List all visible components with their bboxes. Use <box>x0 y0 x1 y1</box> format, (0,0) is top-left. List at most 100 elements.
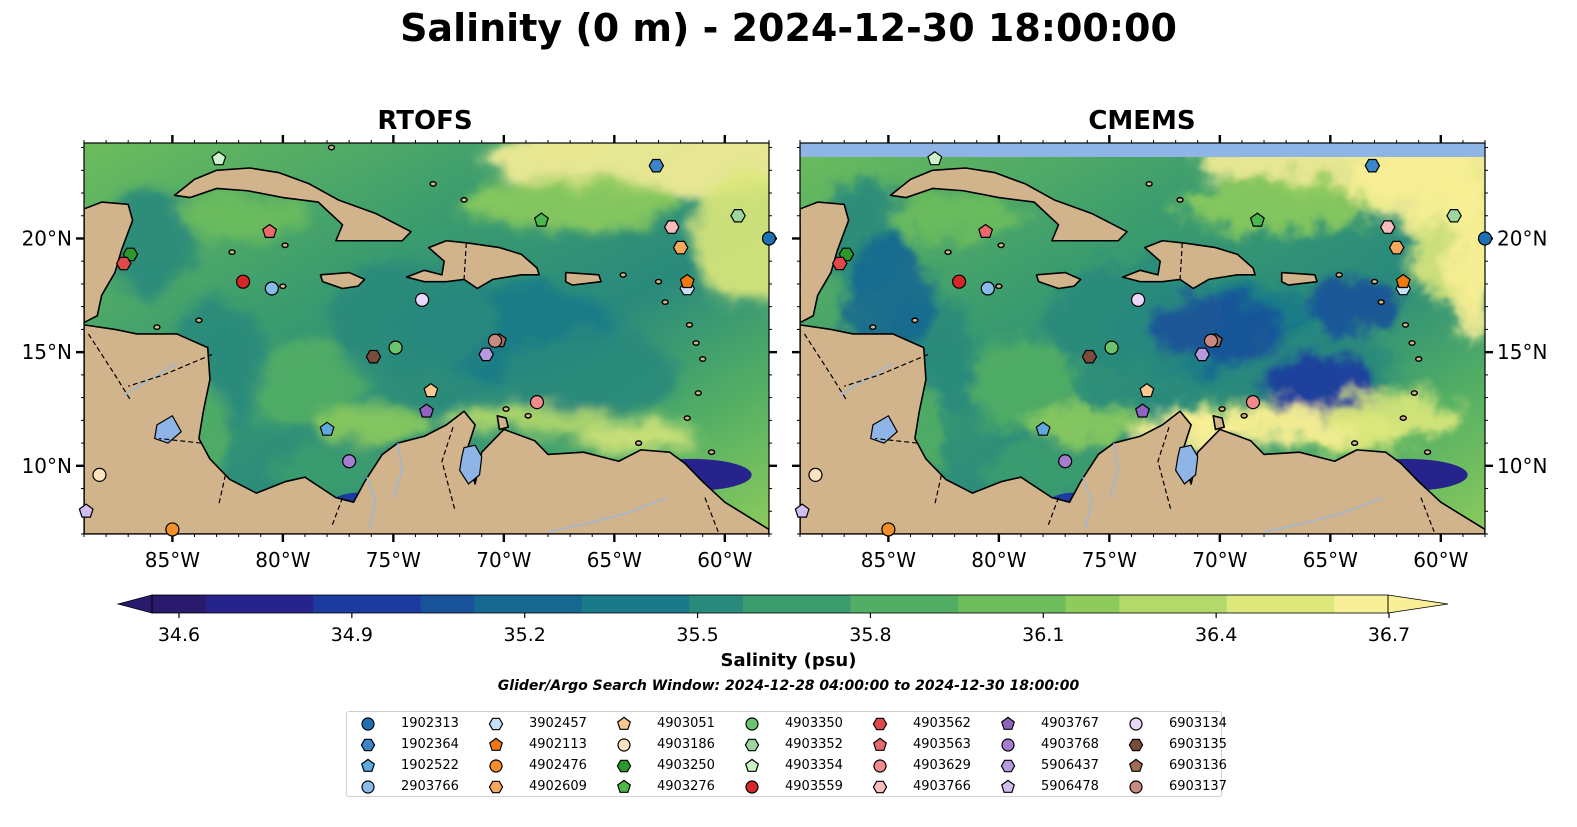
platform-marker-4903563 <box>262 223 278 238</box>
legend-label: 4902476 <box>529 758 587 773</box>
lat-tick-label: 15°N <box>22 340 72 364</box>
legend-marker-icon <box>616 759 632 773</box>
platform-marker-6903134 <box>414 292 430 307</box>
legend-marker-icon <box>1000 779 1016 793</box>
platform-marker-4903559 <box>235 274 251 289</box>
lon-tick-label: 75°W <box>1082 548 1137 572</box>
legend-marker-icon <box>873 759 887 773</box>
platform-marker-4902113 <box>679 273 695 289</box>
legend-label: 4902113 <box>529 737 587 752</box>
legend-marker-1902364 <box>360 738 376 752</box>
platform-marker-1902364 <box>648 158 665 173</box>
platform-marker-4902476 <box>881 522 896 537</box>
legend-label: 4903559 <box>785 779 843 794</box>
legend-marker-4903051 <box>616 716 632 730</box>
legend-marker-icon <box>361 717 375 731</box>
platform-marker-4903352 <box>1446 209 1462 223</box>
legend-marker-icon <box>360 738 376 752</box>
lon-tick-label: 75°W <box>366 548 421 572</box>
legend-label: 4903186 <box>657 737 715 752</box>
platform-marker-4902609 <box>672 240 689 255</box>
legend-marker-icon <box>488 717 504 731</box>
legend-marker-4903766 <box>872 780 888 794</box>
platform-marker-4902476 <box>165 522 180 537</box>
platform-marker-4903629 <box>529 395 545 410</box>
platform-marker-4903767 <box>418 403 435 418</box>
legend-marker-4903250 <box>616 759 632 773</box>
lat-tick-label: 15°N <box>1497 340 1547 364</box>
legend-marker-icon <box>1000 759 1016 773</box>
legend-marker-icon <box>745 780 759 794</box>
legend-label: 4903629 <box>913 758 971 773</box>
platform-marker-4902113 <box>1395 273 1411 289</box>
platform-marker-4903051 <box>423 382 439 398</box>
legend-marker-4903350 <box>745 717 759 731</box>
platform-marker-5906478 <box>78 503 94 518</box>
legend-label: 4903768 <box>1041 737 1099 752</box>
legend-marker-icon <box>361 780 375 794</box>
legend-label: 6903134 <box>1169 716 1227 731</box>
legend-label: 4902609 <box>529 779 587 794</box>
colorbar-step <box>1011 595 1067 613</box>
legend-marker-4902476 <box>489 759 503 773</box>
legend-label: 3902457 <box>529 716 587 731</box>
legend-marker-4903767 <box>1000 716 1016 730</box>
legend-marker-1902522 <box>360 758 376 772</box>
legend-marker-3902457 <box>488 717 504 731</box>
search-window-note: Glider/Argo Search Window: 2024-12-28 04… <box>497 678 1080 694</box>
legend-label: 4903563 <box>913 737 971 752</box>
lat-tick-label: 20°N <box>22 226 72 250</box>
legend-label: 1902313 <box>401 716 459 731</box>
platform-marker-4903766 <box>663 220 680 234</box>
lat-tick-label: 10°N <box>22 454 72 478</box>
legend-label: 4903051 <box>657 716 715 731</box>
legend-marker-6903136 <box>1128 758 1144 772</box>
colorbar-step <box>313 595 368 613</box>
map-panel-cmems: 85°W 80°W 75°W 70°W 65°W 60°W 10°N 15°N 20°N <box>792 135 1547 572</box>
legend-marker-icon <box>872 780 888 794</box>
colorbar-step <box>1065 595 1120 613</box>
platform-marker-4903629 <box>1245 395 1261 410</box>
platform-marker-4903276 <box>533 212 549 227</box>
colorbar-tick-label: 35.2 <box>504 624 546 646</box>
platform-marker-4903051 <box>1139 382 1155 398</box>
colorbar-tick-label: 36.1 <box>1022 624 1064 646</box>
colorbar-step <box>1334 595 1389 613</box>
legend-label: 1902364 <box>401 737 459 752</box>
legend-marker-icon <box>1129 717 1143 731</box>
map-panel-rtofs: 85°W 80°W 75°W 70°W 65°W 60°W 10°N 15°N 20°N <box>22 135 777 572</box>
lon-tick-label: 70°W <box>1192 548 1247 572</box>
platform-marker-2903766 <box>980 281 995 296</box>
lon-tick-label: 70°W <box>476 548 531 572</box>
platform-marker-4903563 <box>978 223 994 238</box>
platform-marker-1902313 <box>761 231 777 246</box>
platform-marker-6903135 <box>1081 349 1098 364</box>
colorbar-tick-label: 34.9 <box>331 624 373 646</box>
legend-marker-icon <box>488 780 504 794</box>
platform-marker-1902522 <box>319 421 335 436</box>
lon-tick-label: 60°W <box>697 548 752 572</box>
colorbar-step <box>366 595 422 613</box>
legend-label: 4903276 <box>657 779 715 794</box>
colorbar-step <box>1173 595 1228 613</box>
colorbar-step <box>796 595 852 613</box>
platform-marker-4903562 <box>115 256 132 271</box>
legend-marker-6903134 <box>1129 717 1143 731</box>
colorbar-tick-label: 36.4 <box>1195 624 1237 646</box>
legend-label: 6903135 <box>1169 737 1227 752</box>
platform-marker-4903352 <box>730 209 746 223</box>
legend-marker-icon <box>1128 738 1144 752</box>
legend-marker-4903276 <box>616 779 632 793</box>
legend-label: 4903350 <box>785 716 843 731</box>
legend-marker-4903562 <box>872 717 888 731</box>
colorbar-step <box>205 595 261 613</box>
colorbar-tick-label: 35.8 <box>849 624 891 646</box>
colorbar-step <box>689 595 744 613</box>
colorbar-step <box>1226 595 1282 613</box>
colorbar-step <box>743 595 798 613</box>
legend-marker-icon <box>1001 738 1015 752</box>
legend-marker-4903559 <box>745 780 759 794</box>
platform-marker-5906437 <box>478 347 494 362</box>
colorbar-step <box>152 595 207 613</box>
legend-marker-icon <box>1128 758 1144 772</box>
